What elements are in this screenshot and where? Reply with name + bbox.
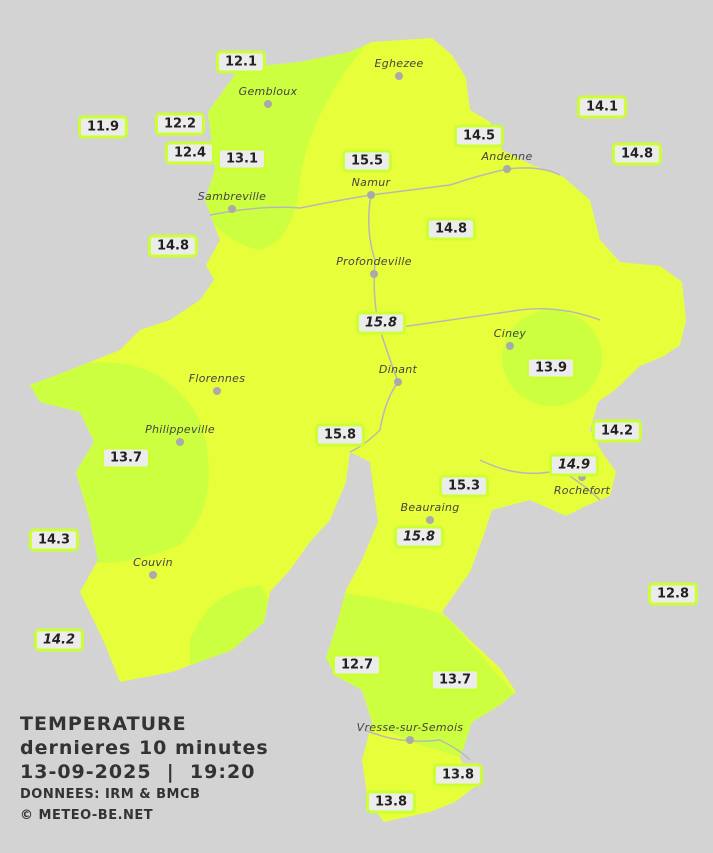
temperature-reading: 15.8 bbox=[314, 423, 366, 447]
town-name: Ciney bbox=[493, 327, 527, 340]
temperature-reading: 15.8 bbox=[393, 525, 445, 549]
town-marker bbox=[506, 342, 514, 350]
town-marker bbox=[395, 72, 403, 80]
cool-zone-south-west bbox=[190, 585, 280, 665]
town-name: Gembloux bbox=[238, 85, 298, 98]
temperature-reading: 14.2 bbox=[591, 419, 643, 443]
temperature-reading: 15.3 bbox=[438, 474, 490, 498]
town-name: Florennes bbox=[188, 372, 246, 385]
temperature-reading: 14.1 bbox=[576, 95, 628, 119]
town-marker bbox=[213, 387, 221, 395]
town-marker bbox=[578, 473, 586, 481]
town-marker bbox=[149, 571, 157, 579]
legend-period: dernieres 10 minutes bbox=[20, 737, 269, 759]
temperature-reading: 13.7 bbox=[100, 446, 152, 470]
town-marker bbox=[394, 378, 402, 386]
town-marker bbox=[426, 516, 434, 524]
town-name: Philippeville bbox=[145, 423, 215, 436]
town-name: Dinant bbox=[378, 363, 418, 376]
town-marker bbox=[228, 205, 236, 213]
temperature-reading: 12.1 bbox=[215, 50, 267, 74]
town-name: Beauraing bbox=[400, 501, 460, 514]
map-legend: TEMPERATURE dernieres 10 minutes 13-09-2… bbox=[20, 712, 269, 826]
temperature-reading: 12.2 bbox=[154, 112, 206, 136]
temperature-reading: 12.7 bbox=[331, 653, 383, 677]
town-name: Profondeville bbox=[336, 255, 412, 268]
cool-zone-north bbox=[180, 40, 370, 250]
town-marker bbox=[176, 438, 184, 446]
temperature-reading: 14.5 bbox=[453, 124, 505, 148]
town-marker bbox=[406, 736, 414, 744]
temperature-reading: 14.2 bbox=[33, 628, 85, 652]
temperature-reading: 11.9 bbox=[77, 115, 129, 139]
temperature-reading: 14.8 bbox=[611, 142, 663, 166]
town-marker bbox=[264, 100, 272, 108]
legend-datetime: 13-09-2025 | 19:20 bbox=[20, 761, 256, 783]
town-marker bbox=[503, 165, 511, 173]
town-name: Rochefort bbox=[553, 484, 611, 497]
temperature-reading: 13.8 bbox=[432, 763, 484, 787]
town-marker bbox=[367, 191, 375, 199]
temperature-reading: 14.9 bbox=[548, 453, 600, 477]
temperature-reading: 12.4 bbox=[164, 141, 216, 165]
town-name: Eghezee bbox=[374, 57, 424, 70]
temperature-reading: 15.5 bbox=[341, 149, 393, 173]
temperature-reading: 14.8 bbox=[147, 234, 199, 258]
temperature-reading: 13.9 bbox=[525, 356, 577, 380]
legend-source: DONNEES: IRM & BMCB bbox=[20, 787, 201, 802]
temperature-reading: 13.7 bbox=[429, 668, 481, 692]
town-name: Andenne bbox=[481, 150, 533, 163]
town-name: Vresse-sur-Semois bbox=[356, 721, 464, 734]
town-marker bbox=[370, 270, 378, 278]
legend-copyright: © METEO-BE.NET bbox=[20, 808, 154, 823]
temperature-reading: 15.8 bbox=[355, 311, 407, 335]
temperature-reading: 14.3 bbox=[28, 528, 80, 552]
temperature-reading: 14.8 bbox=[425, 217, 477, 241]
town-name: Couvin bbox=[133, 556, 173, 569]
temperature-reading: 13.1 bbox=[216, 147, 268, 171]
temperature-reading: 12.8 bbox=[647, 582, 699, 606]
town-name: Sambreville bbox=[197, 190, 267, 203]
legend-title: TEMPERATURE bbox=[20, 713, 187, 735]
temperature-reading: 13.8 bbox=[365, 790, 417, 814]
town-name: Namur bbox=[351, 176, 391, 189]
